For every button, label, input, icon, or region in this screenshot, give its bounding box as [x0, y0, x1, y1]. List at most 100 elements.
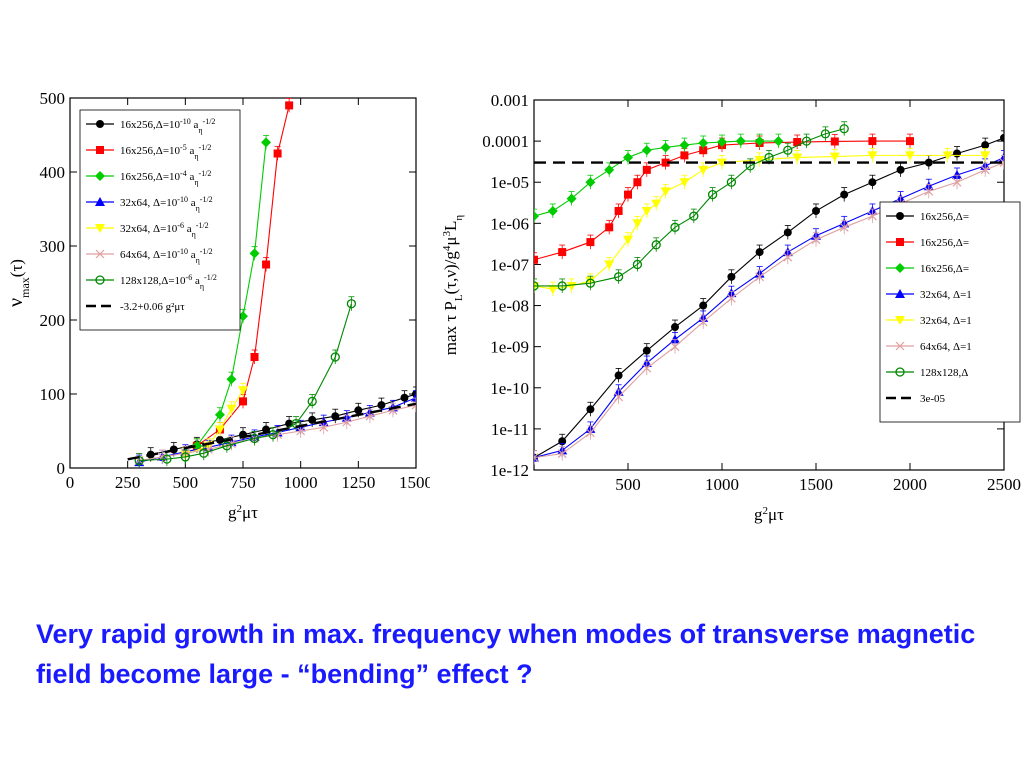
x-tick-label: 2000 [893, 475, 927, 494]
series-3 [191, 135, 272, 453]
x-tick-label: 250 [115, 473, 141, 492]
data-point [411, 392, 416, 402]
legend-entry: 32x64, Δ=1 [886, 289, 972, 301]
y-tick-label: 100 [40, 385, 66, 404]
data-point [660, 142, 671, 153]
y-tick-label: 400 [40, 163, 66, 182]
chart-nu-max-svg: 0 250 500 750 1000 1250 1500 0 100 200 300 400 500 g2… [5, 89, 433, 522]
data-point [829, 152, 840, 162]
data-point [1000, 133, 1004, 142]
data-point [557, 449, 567, 459]
legend-marker [95, 224, 105, 233]
x-axis-label: g2μτ [754, 505, 784, 524]
x-tick-label: 750 [230, 473, 256, 492]
data-point [604, 260, 615, 270]
series-8 [127, 402, 416, 461]
data-point [801, 136, 812, 146]
series-line [534, 156, 1004, 459]
legend-marker [95, 275, 105, 285]
data-point [604, 164, 615, 175]
x-tick-label: 1500 [399, 473, 430, 492]
data-point [180, 452, 190, 462]
x-tick-label: 0 [66, 473, 75, 492]
data-point [830, 137, 839, 146]
data-point [585, 428, 595, 438]
y-tick-label: 1e-09 [490, 338, 529, 357]
data-point [868, 178, 877, 187]
x-tick-label: 500 [615, 475, 641, 494]
y-tick-label: 1e-12 [490, 461, 529, 480]
legend-marker [96, 146, 104, 154]
data-point [679, 140, 690, 151]
data-point [250, 353, 259, 361]
legend-entry: 16x256,Δ= [886, 211, 969, 223]
data-point [867, 151, 878, 161]
legend-marker [896, 238, 904, 246]
data-point [296, 426, 306, 436]
data-point [566, 281, 577, 291]
y-tick-label: 1e-07 [490, 255, 529, 274]
data-point [840, 190, 849, 199]
data-point [773, 136, 784, 147]
data-point [547, 285, 558, 295]
legend: 16x256,Δ=10-10 aη-1/2 16x256,Δ=10-5 aη-1/… [79, 109, 241, 331]
y-tick-label: 500 [40, 89, 66, 108]
legend-label: 64x64, Δ=1 [920, 341, 972, 353]
y-tick-label: 0.0001 [482, 132, 529, 151]
legend-label: 128x128,Δ=10-6 aη-1/2 [120, 273, 217, 291]
data-point [239, 397, 247, 406]
data-point [820, 129, 831, 139]
legend-entry: 128x128,Δ [886, 367, 968, 379]
data-point [642, 165, 651, 174]
legend-label: 16x256,Δ= [920, 263, 969, 275]
legend-label: 3e-05 [920, 393, 946, 405]
series-7 [134, 296, 357, 468]
data-point [726, 293, 736, 303]
data-point [783, 228, 792, 237]
data-point [999, 158, 1004, 168]
y-tick-label: 0 [57, 459, 66, 478]
data-point [547, 205, 558, 216]
data-point [660, 187, 671, 197]
data-point [735, 136, 746, 147]
data-point [661, 158, 670, 167]
legend-entry: 3e-05 [886, 393, 946, 405]
x-tick-label: 1000 [705, 475, 739, 494]
legend-entry: 64x64, Δ=10-10 aη-1/2 [86, 247, 213, 265]
data-point [238, 386, 248, 396]
legend-entry: 32x64, Δ=10-10 aη-1/2 [86, 195, 213, 213]
data-point [214, 425, 225, 435]
legend-marker [95, 197, 105, 206]
data-point [614, 371, 623, 380]
data-point [952, 177, 962, 187]
series-line [534, 137, 1004, 459]
data-point [614, 206, 623, 215]
legend-marker [95, 171, 105, 181]
data-point [754, 155, 765, 165]
data-point [249, 248, 260, 259]
data-point [793, 138, 802, 147]
legend-entry: 16x256,Δ= [886, 263, 969, 275]
data-point [191, 440, 202, 451]
data-point [755, 248, 764, 257]
data-point [839, 124, 849, 134]
data-point [162, 454, 172, 464]
legend-label: 16x256,Δ=10-4 aη-1/2 [120, 169, 211, 187]
x-axis-label: g2μτ [228, 503, 258, 522]
legend-label: 16x256,Δ=10-10 aη-1/2 [120, 117, 215, 135]
data-point [558, 248, 567, 257]
legend-marker [895, 263, 905, 273]
data-point [953, 149, 961, 158]
series-line [196, 142, 267, 447]
data-point [924, 186, 934, 196]
data-point [783, 252, 793, 262]
data-point [642, 363, 652, 373]
legend-marker [95, 249, 105, 259]
data-point [981, 141, 990, 150]
data-point [377, 401, 386, 410]
data-point [727, 272, 736, 281]
data-point [792, 153, 803, 163]
data-point [679, 178, 690, 188]
data-point [330, 352, 340, 362]
data-point [273, 149, 282, 158]
